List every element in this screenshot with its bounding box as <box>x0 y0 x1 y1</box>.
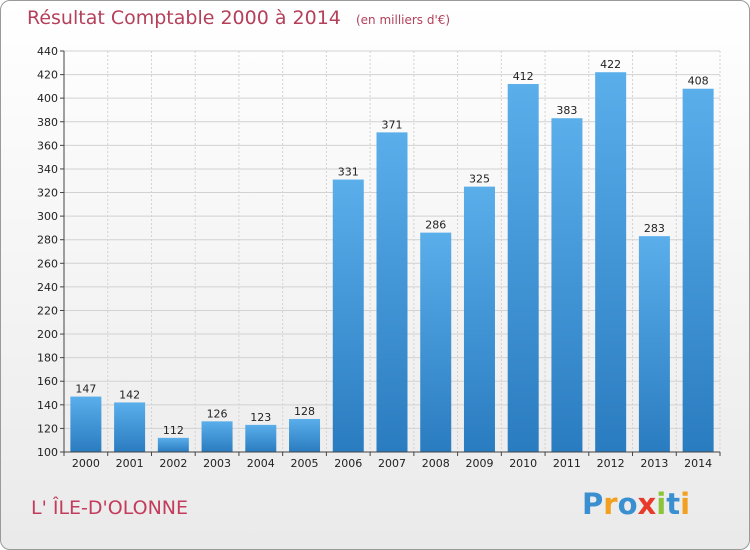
x-tick-label: 2012 <box>597 457 625 470</box>
x-tick-label: 2004 <box>247 457 275 470</box>
data-label: 283 <box>644 222 665 235</box>
x-tick-label: 2001 <box>116 457 144 470</box>
bar <box>157 437 189 452</box>
y-tick-label: 120 <box>37 422 58 435</box>
logo-letter: i <box>680 487 691 521</box>
logo-letter: t <box>666 487 681 521</box>
data-label: 408 <box>688 75 709 88</box>
bar <box>201 421 233 452</box>
y-tick-label: 360 <box>37 139 58 152</box>
logo-letter: P <box>582 487 604 521</box>
y-tick-label: 220 <box>37 304 58 317</box>
x-tick-label: 2010 <box>509 457 537 470</box>
data-label: 128 <box>294 405 315 418</box>
y-tick-label: 320 <box>37 187 58 200</box>
bar <box>551 118 583 452</box>
x-tick-label: 2002 <box>159 457 187 470</box>
data-label: 286 <box>425 219 446 232</box>
data-label: 112 <box>163 424 184 437</box>
data-label: 147 <box>75 383 96 396</box>
x-tick-label: 2009 <box>465 457 493 470</box>
y-tick-label: 340 <box>37 163 58 176</box>
x-tick-label: 2013 <box>640 457 668 470</box>
data-label: 371 <box>382 118 403 131</box>
bar <box>682 88 714 452</box>
chart-title-block: Résultat Comptable 2000 à 2014 (en milli… <box>27 7 450 29</box>
bar <box>114 402 146 452</box>
logo-letter: o <box>617 487 638 521</box>
y-tick-label: 380 <box>37 116 58 129</box>
logo-letter: r <box>603 487 618 521</box>
data-label: 325 <box>469 173 490 186</box>
y-tick-label: 180 <box>37 352 58 365</box>
bar <box>463 186 495 452</box>
data-label: 123 <box>250 411 271 424</box>
bar <box>245 424 277 452</box>
y-tick-label: 160 <box>37 375 58 388</box>
y-tick-label: 420 <box>37 69 58 82</box>
bar <box>595 72 627 453</box>
x-tick-label: 2007 <box>378 457 406 470</box>
data-label: 331 <box>338 166 359 179</box>
data-label: 142 <box>119 388 140 401</box>
logo-letter: x <box>637 487 657 521</box>
y-tick-label: 440 <box>37 45 58 58</box>
commune-name: L' ÎLE-D'OLONNE <box>31 497 189 519</box>
bar <box>376 132 408 453</box>
x-tick-label: 2008 <box>422 457 450 470</box>
bar <box>289 418 321 452</box>
data-label: 126 <box>207 407 228 420</box>
bar <box>507 84 539 452</box>
x-tick-label: 2014 <box>684 457 712 470</box>
chart-subtitle: (en milliers d'€) <box>355 13 451 27</box>
x-tick-label: 2005 <box>291 457 319 470</box>
y-tick-label: 260 <box>37 257 58 270</box>
x-tick-label: 2003 <box>203 457 231 470</box>
bar <box>638 236 670 452</box>
y-tick-label: 400 <box>37 92 58 105</box>
y-tick-label: 300 <box>37 210 58 223</box>
data-label: 383 <box>556 104 577 117</box>
bar <box>70 396 102 452</box>
y-tick-label: 200 <box>37 328 58 341</box>
y-tick-label: 140 <box>37 399 58 412</box>
bar <box>420 232 452 452</box>
x-tick-label: 2011 <box>553 457 581 470</box>
bar <box>332 179 364 452</box>
data-label: 412 <box>513 70 534 83</box>
data-label: 422 <box>600 58 621 71</box>
y-tick-label: 100 <box>37 446 58 459</box>
logo-letter: i <box>656 487 667 521</box>
x-tick-label: 2006 <box>334 457 362 470</box>
chart-title: Résultat Comptable 2000 à 2014 <box>27 7 341 29</box>
proxiti-logo: Proxiti <box>582 487 690 521</box>
x-tick-label: 2000 <box>72 457 100 470</box>
y-tick-label: 240 <box>37 281 58 294</box>
y-tick-label: 280 <box>37 234 58 247</box>
